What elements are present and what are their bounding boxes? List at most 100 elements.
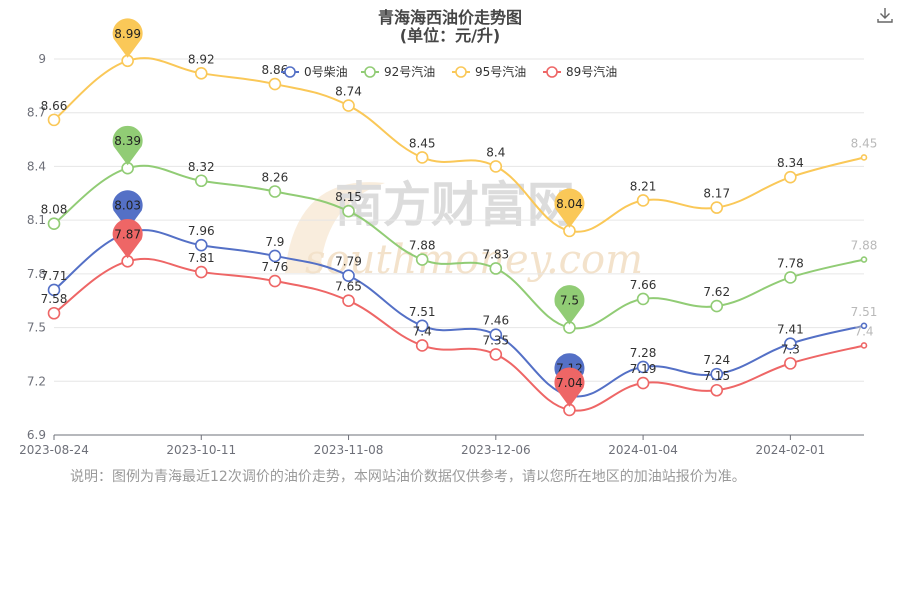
pin-marker [554, 285, 585, 325]
data-label: 8.15 [335, 190, 362, 204]
extreme-markers: 8.037.128.397.58.998.047.877.04 [112, 18, 585, 407]
data-label: 7.88 [851, 239, 878, 253]
data-point [489, 262, 503, 275]
data-point [415, 319, 429, 333]
data-point [415, 151, 429, 164]
data-label: 7.83 [482, 247, 509, 261]
data-label: 7.78 [777, 256, 804, 270]
series-lines [53, 57, 865, 412]
data-point [47, 283, 61, 297]
pin-marker [112, 218, 143, 259]
axes: 2023-08-24 2023-10-11 2023-11-08 2023-12-06… [19, 434, 864, 457]
data-label: 7.79 [335, 255, 362, 269]
data-label: 8.34 [777, 156, 804, 170]
data-label: 8.32 [188, 160, 215, 174]
data-label: 7.96 [188, 224, 215, 238]
y-tick-label: 7.5 [27, 321, 46, 335]
data-label: 7.4 [413, 324, 432, 338]
data-point [860, 342, 868, 349]
data-label: 8.45 [851, 136, 878, 150]
data-point [194, 238, 208, 252]
legend-label: 92号汽油 [384, 64, 435, 79]
data-point [268, 274, 282, 288]
data-labels: 7.71 7.96 7.9 7.79 7.51 7.46 7.28 7.24 7.41 7.51 8… [41, 52, 878, 383]
pin-marker [112, 18, 143, 58]
data-point [268, 185, 282, 198]
data-point [342, 99, 355, 112]
data-point [47, 113, 61, 127]
series-line [53, 164, 865, 330]
data-point [784, 337, 797, 350]
data-point [489, 348, 503, 361]
data-label: 7.65 [335, 280, 362, 294]
data-label: 7.3 [781, 342, 800, 356]
data-label: 8.21 [630, 179, 657, 193]
legend-marker [546, 66, 558, 78]
data-label: 8.17 [703, 187, 730, 201]
footnote: 说明：图例为青海最近12次调价的油价走势，本网站油价数据仅供参考，请以您所在地区… [70, 469, 746, 485]
data-label: 7.88 [409, 239, 436, 253]
data-label: 7.9 [265, 235, 284, 249]
pin-marker [554, 367, 585, 407]
data-point [194, 174, 208, 188]
data-label: 8.4 [486, 145, 505, 159]
pin-marker-label: 8.03 [114, 199, 141, 213]
legend-label: 95号汽油 [475, 64, 526, 79]
pin-marker-label: 7.04 [556, 376, 583, 390]
series-line [53, 57, 865, 233]
data-point [636, 360, 650, 374]
data-label: 7.28 [630, 346, 657, 360]
y-tick-label: 8.7 [27, 106, 46, 120]
pin-marker-label: 8.39 [114, 134, 141, 148]
data-point [268, 77, 282, 91]
data-label: 8.74 [335, 85, 362, 99]
legend-marker [284, 66, 296, 78]
pin-marker-label: 8.99 [114, 27, 141, 41]
y-tick-label: 7.2 [27, 374, 46, 388]
y-tick-label: 7.8 [27, 267, 46, 281]
data-label: 8.66 [41, 99, 68, 113]
data-label: 8.86 [262, 63, 289, 77]
data-point [860, 256, 868, 263]
data-point [415, 253, 429, 266]
data-point [489, 328, 503, 342]
data-label: 7.58 [41, 292, 68, 306]
series-line [53, 257, 865, 412]
data-point [194, 67, 208, 80]
data-point [489, 160, 503, 173]
data-point [268, 249, 282, 263]
watermark-en: southmoney.com [305, 237, 643, 283]
data-point [784, 170, 797, 184]
y-tick-label: 8.1 [27, 213, 46, 227]
x-tick-label: 2023-12-06 [461, 443, 531, 457]
x-tick-label: 2023-10-11 [166, 443, 236, 457]
data-label: 7.41 [777, 323, 804, 337]
series-line [53, 229, 865, 398]
data-label: 7.24 [703, 353, 730, 367]
pin-marker-label: 7.87 [114, 227, 141, 241]
chart-title: 青海海西油价走势图 [377, 8, 522, 27]
data-label: 7.15 [703, 369, 730, 383]
x-tick-label: 2024-02-01 [755, 443, 825, 457]
legend-marker [455, 66, 467, 78]
data-point [710, 367, 724, 381]
data-point [636, 292, 650, 306]
data-label: 7.66 [630, 278, 657, 292]
data-label: 7.51 [409, 305, 436, 319]
data-point [636, 194, 650, 207]
data-label: 8.45 [409, 136, 436, 150]
data-label: 7.81 [188, 251, 215, 265]
data-label: 7.71 [41, 269, 68, 283]
grid: 6.9 7.2 7.5 7.8 8.1 8.4 8.7 9 [27, 52, 864, 442]
legend-marker [364, 66, 376, 78]
data-label: 8.08 [41, 203, 68, 217]
data-point [784, 271, 797, 284]
data-point [860, 322, 868, 330]
pin-marker-label: 7.5 [560, 294, 579, 308]
data-label: 7.19 [630, 362, 657, 376]
x-tick-label: 2024-01-04 [608, 443, 678, 457]
pin-marker-label: 8.04 [556, 197, 583, 211]
download-icon[interactable] [876, 6, 894, 24]
data-label: 8.92 [188, 52, 215, 66]
